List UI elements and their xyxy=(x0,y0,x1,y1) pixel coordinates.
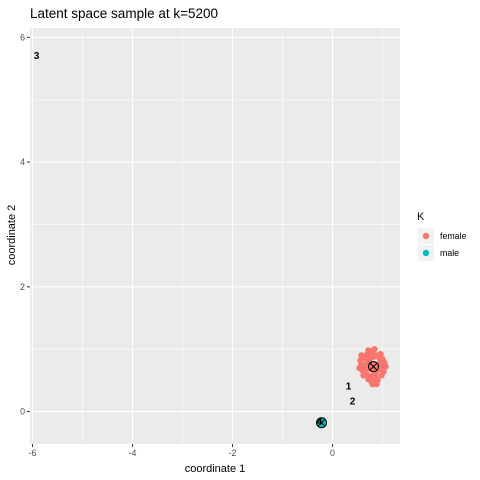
y-axis-title: coordinate 2 xyxy=(6,205,18,266)
plot-panel xyxy=(30,28,400,444)
female-point xyxy=(360,372,366,378)
x-tick-label: -2 xyxy=(229,448,237,458)
legend-key-point xyxy=(423,250,429,256)
x-tick-label: -4 xyxy=(129,448,137,458)
female-point xyxy=(382,363,388,369)
legend-key-point xyxy=(423,233,429,239)
x-axis-title: coordinate 1 xyxy=(185,463,246,475)
legend-entries: female male xyxy=(418,228,467,261)
y-tick-label: 6 xyxy=(20,32,25,42)
x-axis-ticks: -6 -4 -2 0 xyxy=(29,444,335,458)
legend-label: male xyxy=(440,248,459,258)
legend: K female male xyxy=(417,211,467,261)
annotation-label: 1 xyxy=(346,381,352,392)
female-point xyxy=(374,377,380,383)
female-point xyxy=(362,362,368,368)
y-tick-label: 4 xyxy=(20,157,25,167)
female-point xyxy=(365,347,371,353)
x-tick-label: 0 xyxy=(330,448,335,458)
female-point xyxy=(371,346,377,352)
annotation-label: 2 xyxy=(350,396,356,407)
legend-title: K xyxy=(417,211,425,223)
annotation-label: 4 xyxy=(317,417,323,428)
female-point xyxy=(358,352,364,358)
chart-title: Latent space sample at k=5200 xyxy=(30,6,218,21)
y-axis-ticks: 0 2 4 6 xyxy=(20,32,30,416)
female-point xyxy=(356,365,362,371)
annotation-label: 3 xyxy=(34,51,40,62)
female-point xyxy=(379,356,385,362)
x-tick-label: -6 xyxy=(29,448,37,458)
y-tick-label: 0 xyxy=(20,407,25,417)
y-tick-label: 2 xyxy=(20,282,25,292)
legend-label: female xyxy=(440,231,467,241)
female-point xyxy=(370,372,376,378)
